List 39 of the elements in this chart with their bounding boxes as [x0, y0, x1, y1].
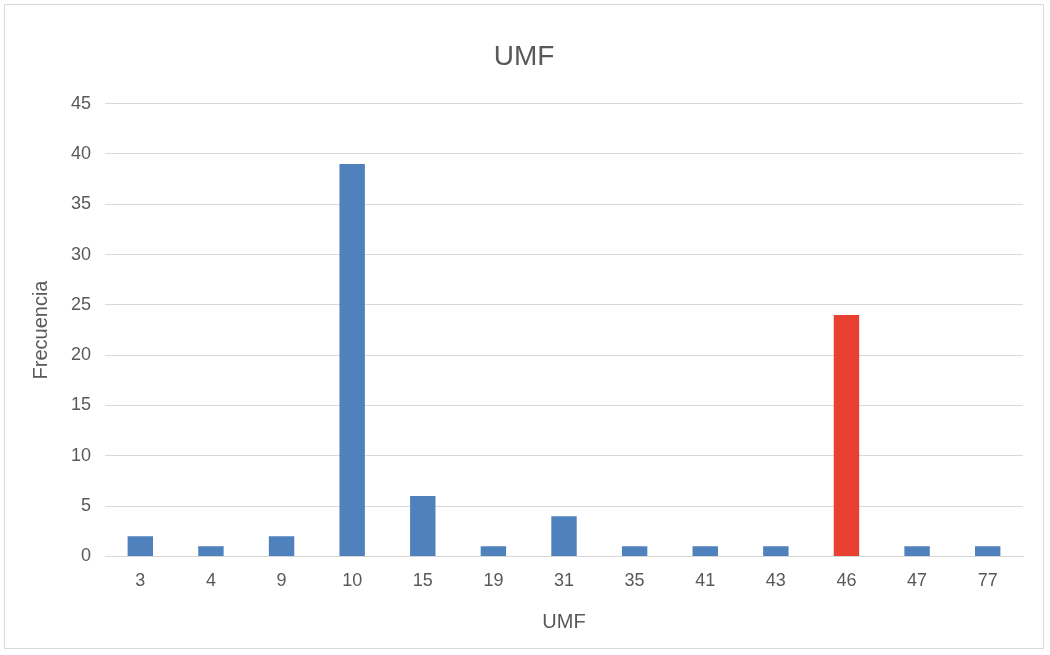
- x-tick-label: 19: [483, 570, 504, 591]
- y-tick-label: 10: [70, 444, 92, 465]
- x-tick-label: 35: [624, 570, 645, 591]
- bar: [692, 546, 718, 556]
- bar: [833, 314, 860, 556]
- bar: [480, 546, 507, 556]
- x-tick-label: 41: [695, 570, 716, 591]
- x-tick-label: 46: [836, 570, 857, 591]
- bar: [904, 546, 930, 556]
- x-tick-label: 47: [907, 570, 928, 591]
- y-tick-label: 30: [70, 243, 92, 264]
- y-tick-label: 35: [70, 193, 92, 214]
- y-axis-title: Frecuencia: [28, 279, 51, 380]
- x-tick-label: 10: [342, 570, 363, 591]
- bar: [268, 536, 295, 556]
- bar: [621, 546, 648, 556]
- bar: [551, 516, 577, 556]
- x-tick-label: 3: [135, 570, 146, 591]
- bar: [127, 536, 154, 556]
- bar: [974, 546, 1001, 556]
- y-tick-label: 15: [70, 394, 92, 415]
- y-tick-label: 0: [81, 545, 92, 566]
- y-tick-label: 40: [70, 142, 92, 163]
- bar: [339, 163, 365, 556]
- x-tick-label: 4: [205, 570, 216, 591]
- bar: [763, 546, 789, 556]
- x-tick-label: 31: [554, 570, 575, 591]
- x-axis-title: UMF: [542, 609, 586, 632]
- y-tick-label: 45: [70, 92, 92, 113]
- chart-title: UMF: [493, 39, 555, 71]
- y-tick-label: 5: [81, 495, 92, 516]
- x-tick-label: 77: [977, 570, 998, 591]
- x-tick-label: 15: [412, 570, 433, 591]
- bar: [198, 546, 224, 556]
- bar: [410, 496, 436, 556]
- x-tick-label: 43: [765, 570, 786, 591]
- y-tick-label: 25: [70, 293, 92, 314]
- x-tick-label: 9: [276, 570, 287, 591]
- y-tick-label: 20: [70, 344, 92, 365]
